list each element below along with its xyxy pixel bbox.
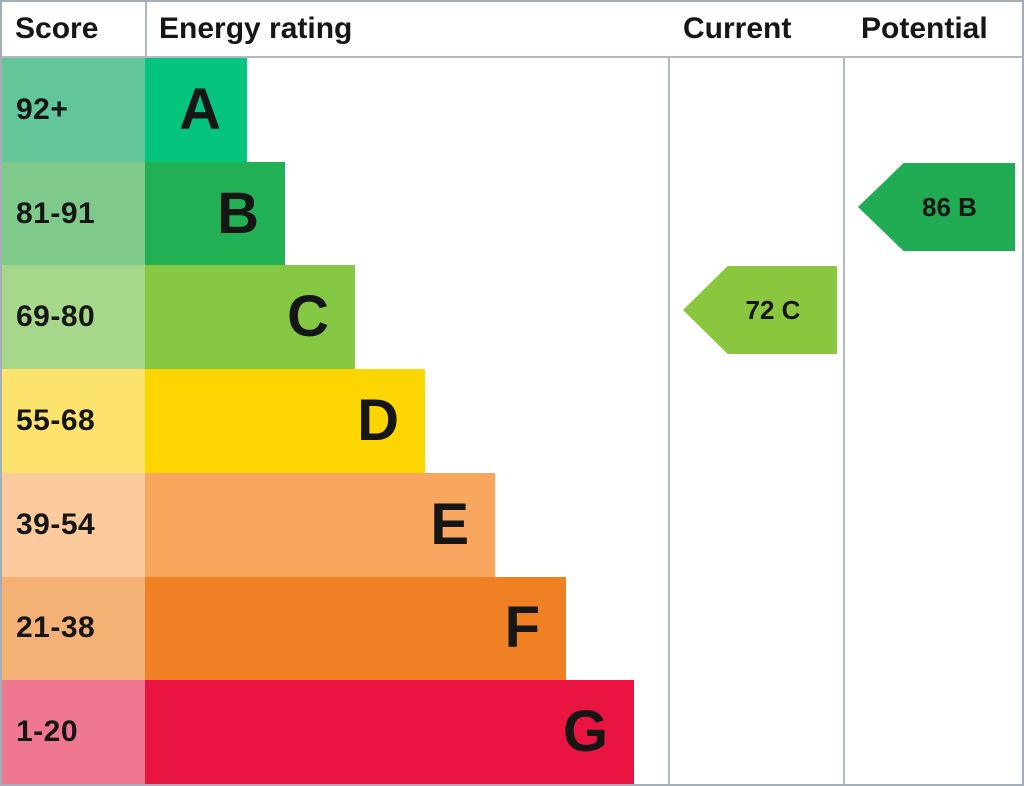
header-divider-score-energy	[145, 2, 147, 56]
band-bar-c: C	[145, 265, 355, 370]
band-bar-e: E	[145, 472, 495, 577]
band-row-b: 81-91 B	[2, 161, 1022, 266]
band-bar-g: G	[145, 680, 634, 784]
score-range-cell-b: 81-91	[2, 161, 145, 266]
band-bar-f: F	[145, 576, 566, 681]
score-range-cell-e: 39-54	[2, 472, 145, 577]
band-row-a: 92+ A	[2, 58, 1022, 162]
band-bar-b: B	[145, 161, 285, 266]
band-letter-b: B	[217, 180, 259, 246]
band-letter-e: E	[430, 491, 469, 557]
potential-column-header: Potential	[861, 12, 988, 45]
band-letter-c: C	[287, 284, 329, 350]
band-row-e: 39-54 E	[2, 472, 1022, 577]
band-rows: 92+ A 81-91 B 69-80 C 55-68 D 39-54 E 21…	[2, 58, 1022, 784]
column-divider-current-potential	[843, 2, 845, 784]
score-range-cell-c: 69-80	[2, 265, 145, 370]
potential-rating-label: 86 B	[922, 191, 977, 222]
score-range-cell-f: 21-38	[2, 576, 145, 681]
band-row-g: 1-20 G	[2, 680, 1022, 784]
band-bar-d: D	[145, 369, 425, 473]
chart-header-row: Score Energy rating Current Potential	[2, 2, 1022, 58]
score-range-cell-d: 55-68	[2, 369, 145, 473]
band-bar-a: A	[145, 58, 247, 162]
band-row-f: 21-38 F	[2, 576, 1022, 681]
band-letter-f: F	[504, 595, 540, 661]
score-range-cell-g: 1-20	[2, 680, 145, 784]
band-row-d: 55-68 D	[2, 369, 1022, 473]
band-letter-g: G	[562, 699, 608, 765]
energy-rating-column-header: Energy rating	[159, 12, 353, 45]
current-rating-label: 72 C	[745, 294, 801, 325]
current-column-header: Current	[683, 12, 792, 45]
score-range-cell-a: 92+	[2, 58, 145, 162]
score-column-header: Score	[15, 12, 99, 45]
band-letter-d: D	[357, 388, 399, 454]
band-letter-a: A	[179, 76, 221, 142]
band-row-c: 69-80 C	[2, 265, 1022, 370]
column-divider-energy-current	[668, 2, 670, 784]
